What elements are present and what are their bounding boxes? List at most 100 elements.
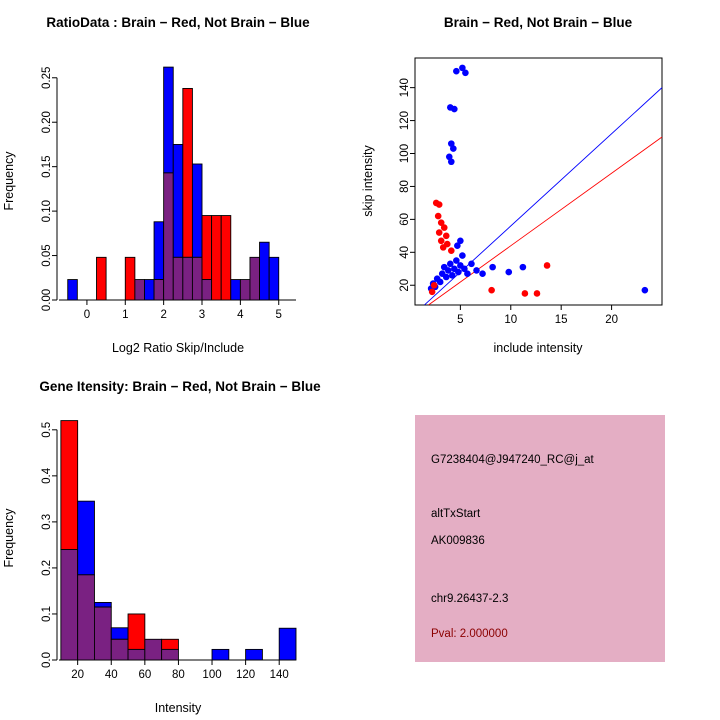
y-tick-label: 0.3: [41, 514, 53, 530]
scatter-xlabel: include intensity: [494, 341, 584, 355]
blue-point: [519, 263, 527, 271]
red-point: [533, 290, 541, 297]
hist-bar-overlap: [249, 256, 261, 301]
hist-bar: [278, 627, 297, 661]
y-tick-label: 100: [399, 144, 411, 163]
blue-point: [473, 267, 480, 274]
intensity-scatter-plot: Brain − Red, Not Brain − Blue include in…: [361, 15, 663, 355]
locus-text: chr9.26437-2.3: [431, 593, 509, 605]
hist-bar: [110, 627, 129, 640]
hist-bar-overlap: [182, 256, 193, 301]
plot-box: [414, 57, 663, 306]
gene-hist-title: Gene Itensity: Brain − Red, Not Brain − …: [39, 379, 321, 394]
x-tick-label: 4: [237, 309, 244, 321]
blue-point: [462, 69, 469, 77]
ratio-hist-ylabel: Frequency: [2, 151, 16, 211]
red-point: [437, 237, 445, 245]
hist-bar: [94, 602, 112, 608]
ratio-hist-title: RatioData : Brain − Red, Not Brain − Blu…: [46, 15, 310, 30]
panel-gene-histogram: Gene Itensity: Brain − Red, Not Brain − …: [0, 360, 360, 720]
pval-text: Pval: 2.000000: [431, 628, 508, 640]
blue-point: [489, 263, 496, 271]
y-tick-label: 0.20: [41, 111, 53, 133]
hist-bar: [96, 256, 107, 301]
blue-point: [436, 278, 444, 286]
hist-bar-overlap: [201, 279, 213, 301]
accession-text: AK009836: [431, 535, 485, 547]
blue-point: [445, 153, 453, 161]
hist-bar: [259, 241, 270, 301]
blue-point: [468, 260, 475, 268]
hist-bar: [161, 638, 179, 650]
y-tick-label: 0.0: [41, 652, 53, 668]
y-tick-label: 60: [399, 213, 411, 226]
hist-bar-overlap: [239, 279, 251, 301]
hist-bar-overlap: [60, 549, 79, 661]
hist-bar: [124, 256, 136, 301]
hist-bar-overlap: [161, 648, 179, 661]
plot-area: 20 40 60 80 100 120 140 0.0 0.1 0.2 0.3 0.4 0.5: [41, 420, 297, 681]
hist-bar-overlap: [134, 279, 145, 301]
hist-bar: [268, 256, 280, 301]
event-type-text: altTxStart: [431, 508, 481, 520]
red-point: [439, 244, 447, 251]
x-tick-label: 40: [105, 669, 118, 681]
plot-area: 5 10 15 20 20 40 60 80 100 120 140: [399, 57, 663, 326]
hist-bar-overlap: [144, 638, 163, 661]
red-point: [440, 224, 448, 231]
blue-point: [461, 265, 468, 273]
blue-point: [505, 268, 513, 276]
blue-point: [457, 237, 464, 245]
hist-bar: [144, 279, 155, 301]
ratio-hist-xlabel: Log2 Ratio Skip/Include: [112, 341, 244, 355]
x-tick-label: 120: [236, 669, 255, 681]
y-tick-label: 0.5: [41, 422, 53, 438]
hist-bar: [191, 163, 203, 258]
probe-id-text: G7238404@J947240_RC@j_at: [431, 454, 594, 466]
blue-point: [454, 242, 461, 250]
y-tick-label: 80: [399, 180, 411, 193]
x-tick-label: 3: [199, 309, 205, 321]
red-point: [521, 290, 529, 297]
blue-point: [442, 273, 450, 281]
x-tick-label: 10: [504, 314, 517, 326]
y-tick-label: 20: [399, 279, 411, 292]
y-tick-label: 0.15: [41, 155, 53, 177]
red-point: [488, 286, 495, 294]
blue-point: [446, 260, 454, 268]
blue-point: [641, 286, 649, 294]
hist-bar: [60, 420, 79, 550]
hist-bar-overlap: [110, 638, 129, 661]
x-tick-label: 100: [202, 669, 221, 681]
blue-point: [447, 140, 455, 147]
x-tick-label: 15: [555, 314, 568, 326]
blue-point: [459, 64, 466, 72]
hist-bar: [172, 143, 184, 258]
red-point: [543, 262, 551, 269]
blue-point: [453, 257, 460, 264]
y-tick-label: 140: [399, 78, 411, 97]
hist-bar: [127, 613, 146, 650]
hist-bar: [77, 500, 95, 576]
red-point: [435, 229, 443, 236]
hist-bar-overlap: [153, 279, 165, 301]
hist-bar: [220, 215, 232, 301]
scatter-ylabel: skip intensity: [361, 144, 375, 216]
x-tick-label: 140: [270, 669, 289, 681]
blue-point: [451, 105, 458, 113]
x-tick-label: 80: [172, 669, 185, 681]
x-tick-label: 0: [84, 309, 90, 321]
ratio-histogram-plot: RatioData : Brain − Red, Not Brain − Blu…: [2, 15, 310, 355]
hist-bar-overlap: [77, 574, 95, 661]
x-tick-label: 1: [122, 309, 128, 321]
hist-bar: [67, 279, 78, 301]
red-point: [434, 212, 442, 220]
hist-bar: [211, 648, 230, 661]
y-tick-label: 0.2: [41, 560, 53, 576]
red-point: [428, 288, 436, 296]
blue-point: [447, 158, 455, 166]
panel-intensity-scatter: Brain − Red, Not Brain − Blue include in…: [360, 0, 720, 360]
y-tick-label: 0.00: [41, 289, 53, 311]
hist-bar-overlap: [127, 648, 146, 661]
